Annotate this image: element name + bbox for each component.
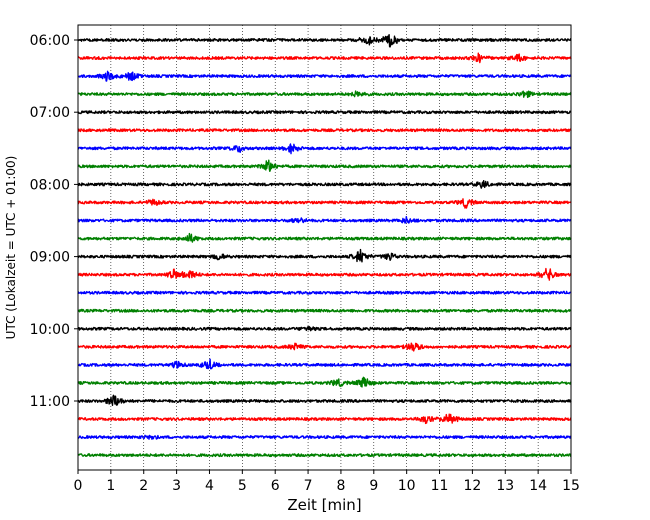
x-tick-label: 7 xyxy=(304,478,313,494)
seismic-trace xyxy=(77,394,572,407)
seismic-trace xyxy=(77,232,572,243)
x-tick-label: 5 xyxy=(238,478,247,494)
seismic-trace xyxy=(77,358,572,370)
seismic-trace xyxy=(77,453,572,458)
x-tick-label: 14 xyxy=(529,478,547,494)
x-tick-label: 9 xyxy=(369,478,378,494)
seismic-trace xyxy=(77,215,572,224)
x-tick-label: 10 xyxy=(398,478,416,494)
seismic-trace xyxy=(77,198,572,209)
y-tick-label: 10:00 xyxy=(30,322,70,338)
seismic-trace xyxy=(77,180,572,189)
y-tick-label: 07:00 xyxy=(30,105,70,121)
x-tick-label: 2 xyxy=(139,478,148,494)
trace-group xyxy=(77,34,572,458)
seismic-trace xyxy=(77,90,572,99)
grid-lines xyxy=(110,25,539,470)
seismic-trace xyxy=(77,413,572,425)
seismic-trace xyxy=(77,290,572,295)
y-tick-label: 09:00 xyxy=(30,250,70,266)
seismic-trace xyxy=(77,325,572,332)
seismic-trace xyxy=(77,159,572,173)
x-tick-label: 4 xyxy=(205,478,214,494)
seismic-trace xyxy=(77,434,572,440)
y-tick-label: 06:00 xyxy=(30,33,70,49)
x-tick-label: 12 xyxy=(463,478,481,494)
seismic-trace xyxy=(77,110,572,115)
x-axis-ticks: 0 1 2 3 4 5 6 7 8 9 10 11 12 13 14 15 xyxy=(74,470,580,494)
seismic-trace xyxy=(77,308,572,313)
x-tick-label: 13 xyxy=(496,478,514,494)
seismic-trace xyxy=(77,342,572,352)
seismic-trace xyxy=(77,376,572,388)
x-tick-label: 3 xyxy=(172,478,181,494)
x-tick-label: 11 xyxy=(431,478,449,494)
seismic-trace xyxy=(77,70,572,82)
x-tick-label: 8 xyxy=(336,478,345,494)
seismic-trace xyxy=(77,34,572,48)
plot-frame xyxy=(77,24,572,471)
y-tick-label: 11:00 xyxy=(30,394,70,410)
seismic-trace xyxy=(77,248,572,263)
y-tick-label: 08:00 xyxy=(30,177,70,193)
x-tick-label: 0 xyxy=(74,478,83,494)
x-tick-label: 1 xyxy=(106,478,115,494)
seismic-trace xyxy=(77,267,572,281)
y-axis-ticks: 06:00 07:00 08:00 09:00 10:00 11:00 xyxy=(30,33,78,410)
seismic-trace xyxy=(77,128,572,133)
y-axis-label: UTC (Lokalzeit = UTC + 01:00) xyxy=(4,156,18,340)
x-tick-label: 6 xyxy=(271,478,280,494)
x-axis-label: Zeit [min] xyxy=(287,496,361,514)
x-tick-label: 15 xyxy=(562,478,580,494)
seismic-trace xyxy=(77,52,572,64)
seismic-trace xyxy=(77,143,572,155)
